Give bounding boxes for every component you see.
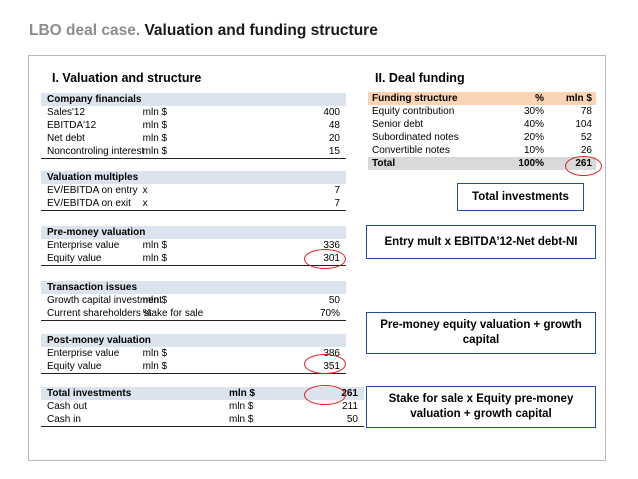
transaction-issues-table: Transaction issues Growth capital invest… xyxy=(41,281,346,321)
row-unit: % xyxy=(142,307,245,321)
row-value: 211 xyxy=(342,401,358,412)
section-header: Post-money valuation xyxy=(41,334,346,347)
funding-row-pct: 40% xyxy=(523,119,544,130)
total-label: Total investments xyxy=(41,387,229,400)
company-financials-table: Company financials Sales'12 mln $ 400 EBIT… xyxy=(41,93,346,159)
row-label: Net debt xyxy=(47,133,85,144)
row-label: Cash in xyxy=(41,413,229,427)
funding-row-label: Senior debt xyxy=(372,119,424,130)
funding-row-pct: 10% xyxy=(523,145,544,156)
funding-header-pct: % xyxy=(498,92,548,105)
right-panel-title: II. Deal funding xyxy=(375,71,465,85)
row-value: 7 xyxy=(334,185,340,196)
page-title: LBO deal case. Valuation and funding str… xyxy=(29,22,378,40)
callout-stake-for-sale: Stake for sale x Equity pre-money valuat… xyxy=(366,386,596,428)
section-header: Transaction issues xyxy=(41,281,346,294)
row-label: Equity value xyxy=(41,252,143,266)
page-title-prefix: LBO deal case. xyxy=(29,22,141,39)
row-value: 386 xyxy=(323,348,340,359)
section-header: Company financials xyxy=(41,93,346,106)
row-value: 70% xyxy=(244,307,346,321)
row-label: Cash out xyxy=(47,401,88,412)
highlight-ring-equity-post xyxy=(304,354,346,374)
row-value: 48 xyxy=(328,120,340,131)
row-unit: mln $ xyxy=(142,145,245,159)
row-unit: x xyxy=(142,185,148,196)
row-unit: mln $ xyxy=(142,295,168,306)
highlight-ring-total-left xyxy=(304,385,346,405)
funding-header-label: Funding structure xyxy=(368,92,498,105)
section-header: Valuation multiples xyxy=(41,171,346,184)
funding-row-pct: 20% xyxy=(523,132,544,143)
row-unit: mln $ xyxy=(229,401,254,412)
row-label: Sales'12 xyxy=(47,107,86,118)
row-label: Enterprise value xyxy=(47,348,120,359)
row-label: EBITDA'12 xyxy=(47,120,97,131)
funding-row-value: 104 xyxy=(575,119,592,130)
row-unit: mln $ xyxy=(142,120,168,131)
funding-total-pct: 100% xyxy=(498,157,548,170)
funding-row-label: Convertible notes xyxy=(372,145,450,156)
row-label: EV/EBITDA on exit xyxy=(41,197,143,211)
row-unit: mln $ xyxy=(142,252,245,266)
row-value: 336 xyxy=(323,240,340,251)
valuation-multiples-table: Valuation multiples EV/EBITDA on entry x 7… xyxy=(41,171,346,211)
callout-pre-money: Pre-money equity valuation + growth capi… xyxy=(366,312,596,354)
row-label: Current shareholders stake for sale xyxy=(41,307,203,321)
section-header: Pre-money valuation xyxy=(41,226,346,239)
row-value: 15 xyxy=(244,145,346,159)
row-label: Growth capital investment xyxy=(47,295,163,306)
funding-row-value: 26 xyxy=(580,145,592,156)
content-frame xyxy=(28,55,606,461)
highlight-ring-equity-pre xyxy=(304,249,346,269)
page-title-main: Valuation and funding structure xyxy=(144,22,378,39)
row-label: Enterprise value xyxy=(47,240,120,251)
row-label: EV/EBITDA on entry xyxy=(47,185,138,196)
row-unit: mln $ xyxy=(142,107,168,118)
highlight-ring-total-right xyxy=(565,156,602,176)
funding-row-value: 52 xyxy=(580,132,592,143)
funding-header-value: mln $ xyxy=(548,92,596,105)
row-value: 50 xyxy=(328,295,340,306)
callout-total-investments: Total investments xyxy=(457,183,584,211)
row-value: 20 xyxy=(328,133,340,144)
callout-entry-multiple: Entry mult x EBITDA’12-Net debt-NI xyxy=(366,225,596,259)
row-unit: mln $ xyxy=(142,133,168,144)
pre-money-valuation-table: Pre-money valuation Enterprise value mln … xyxy=(41,226,346,266)
row-value: 400 xyxy=(323,107,340,118)
row-unit: mln $ xyxy=(142,360,245,374)
row-label: Equity value xyxy=(41,360,143,374)
row-unit: mln $ xyxy=(229,413,297,427)
row-label: Noncontroling interest xyxy=(41,145,144,159)
row-unit: x xyxy=(142,197,245,211)
total-unit: mln $ xyxy=(229,387,297,400)
funding-row-value: 78 xyxy=(580,106,592,117)
post-money-valuation-table: Post-money valuation Enterprise value mln… xyxy=(41,334,346,374)
row-value: 7 xyxy=(244,197,346,211)
funding-row-label: Subordinated notes xyxy=(372,132,459,143)
funding-row-pct: 30% xyxy=(523,106,544,117)
funding-total-label: Total xyxy=(368,157,498,170)
row-unit: mln $ xyxy=(142,240,168,251)
funding-structure-table: Funding structure % mln $ Equity contrib… xyxy=(368,92,596,170)
funding-row-label: Equity contribution xyxy=(372,106,455,117)
row-unit: mln $ xyxy=(142,348,168,359)
left-panel-title: I. Valuation and structure xyxy=(52,71,202,85)
row-value: 50 xyxy=(297,413,364,427)
